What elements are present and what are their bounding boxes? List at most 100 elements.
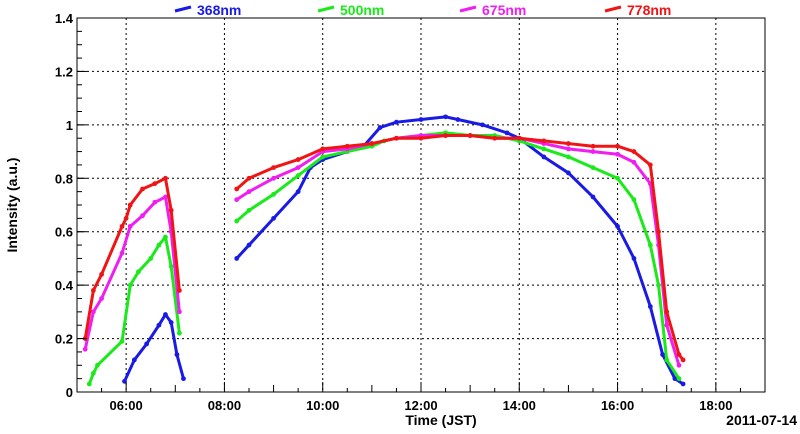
- series-segment: [632, 160, 652, 186]
- series-segment: [100, 224, 124, 276]
- series-segment: [247, 176, 276, 194]
- series-segment: [272, 158, 300, 170]
- x-tick-label: 18:00: [699, 398, 732, 413]
- x-tick-label: 14:00: [503, 398, 536, 413]
- series-segment: [83, 288, 95, 341]
- y-tick-label: 1.2: [55, 64, 73, 79]
- series-segment: [616, 224, 636, 260]
- series-segment: [321, 147, 349, 154]
- series-778nm: [82, 133, 686, 363]
- series-segment: [321, 144, 349, 151]
- series-layer: [82, 114, 686, 387]
- y-axis-title: Intensity (a.u.): [4, 158, 20, 253]
- series-segment: [169, 230, 181, 314]
- series-segment: [132, 342, 149, 362]
- legend-marker-500nm: [317, 5, 335, 13]
- series-segment: [296, 166, 312, 194]
- series-segment: [394, 118, 423, 124]
- series-segment: [648, 182, 661, 247]
- series-segment: [272, 190, 300, 220]
- legend-label-778nm: 778nm: [627, 2, 671, 18]
- series-segment: [235, 190, 251, 202]
- series-segment: [120, 283, 132, 343]
- legend-label-675nm: 675nm: [482, 2, 526, 18]
- series-segment: [517, 139, 546, 151]
- series-segment: [632, 256, 652, 309]
- series-segment: [456, 118, 484, 127]
- series-segment: [95, 339, 124, 367]
- y-tick-label: 0.6: [55, 225, 73, 240]
- x-tick-label: 08:00: [208, 398, 241, 413]
- series-segment: [542, 155, 570, 175]
- data-point: [176, 309, 182, 315]
- data-point: [680, 357, 686, 363]
- series-segment: [149, 243, 161, 260]
- ticks: 06:00 08:00 10:00 12:00 14:00 16:00 18:00 0 0.2 0…: [55, 11, 741, 413]
- y-tick-label: 0: [66, 385, 73, 400]
- series-segment: [169, 208, 181, 292]
- x-tick-label: 12:00: [404, 398, 437, 413]
- series-segment: [542, 147, 570, 159]
- series-segment: [128, 214, 145, 228]
- series-segment: [247, 216, 276, 247]
- series-segment: [145, 323, 161, 346]
- series-segment: [517, 136, 546, 143]
- series-segment: [665, 358, 681, 381]
- series-segment: [235, 176, 251, 191]
- data-point: [680, 381, 686, 387]
- series-segment: [163, 195, 173, 234]
- series-segment: [648, 163, 661, 234]
- y-tick-label: 0.2: [55, 332, 73, 347]
- series-segment: [632, 150, 652, 167]
- y-tick-label: 0.8: [55, 171, 73, 186]
- series-segment: [235, 208, 251, 223]
- y-tick-label: 0.4: [55, 278, 74, 293]
- series-segment: [370, 136, 398, 146]
- x-tick-label: 10:00: [306, 398, 339, 413]
- grid: [77, 18, 765, 392]
- series-segment: [468, 134, 497, 140]
- series-segment: [542, 142, 570, 151]
- data-point: [176, 330, 182, 336]
- series-segment: [141, 200, 157, 218]
- series-segment: [321, 150, 349, 159]
- series-segment: [169, 321, 179, 357]
- series-segment: [296, 155, 325, 178]
- series-segment: [632, 198, 652, 247]
- series-segment: [163, 176, 173, 212]
- series-segment: [648, 305, 665, 357]
- date-label: 2011-07-14: [726, 412, 797, 428]
- series-segment: [91, 272, 104, 292]
- series-segment: [378, 120, 398, 130]
- series-segment: [235, 243, 251, 260]
- series-segment: [175, 353, 185, 381]
- y-tick-label: 1: [66, 118, 73, 133]
- series-segment: [296, 150, 325, 170]
- series-segment: [272, 174, 300, 196]
- series-segment: [272, 166, 300, 180]
- series-segment: [128, 187, 145, 207]
- series-segment: [566, 171, 595, 199]
- legend-label-368nm: 368nm: [197, 2, 241, 18]
- data-point: [676, 376, 682, 382]
- series-segment: [648, 243, 661, 287]
- series-segment: [419, 134, 448, 140]
- series-segment: [665, 323, 681, 367]
- y-tick-label: 1.4: [55, 11, 74, 26]
- series-segment: [247, 192, 276, 212]
- series-segment: [296, 147, 325, 162]
- legend-label-500nm: 500nm: [340, 2, 384, 18]
- series-segment: [123, 358, 136, 383]
- series-segment: [91, 297, 104, 314]
- series-segment: [657, 230, 669, 314]
- series-segment: [163, 235, 173, 268]
- series-segment: [345, 142, 374, 148]
- series-segment: [657, 283, 669, 362]
- x-axis-title: Time (JST): [405, 412, 476, 428]
- series-segment: [83, 310, 95, 351]
- data-point: [176, 288, 182, 293]
- series-segment: [661, 353, 677, 381]
- series-segment: [128, 270, 140, 287]
